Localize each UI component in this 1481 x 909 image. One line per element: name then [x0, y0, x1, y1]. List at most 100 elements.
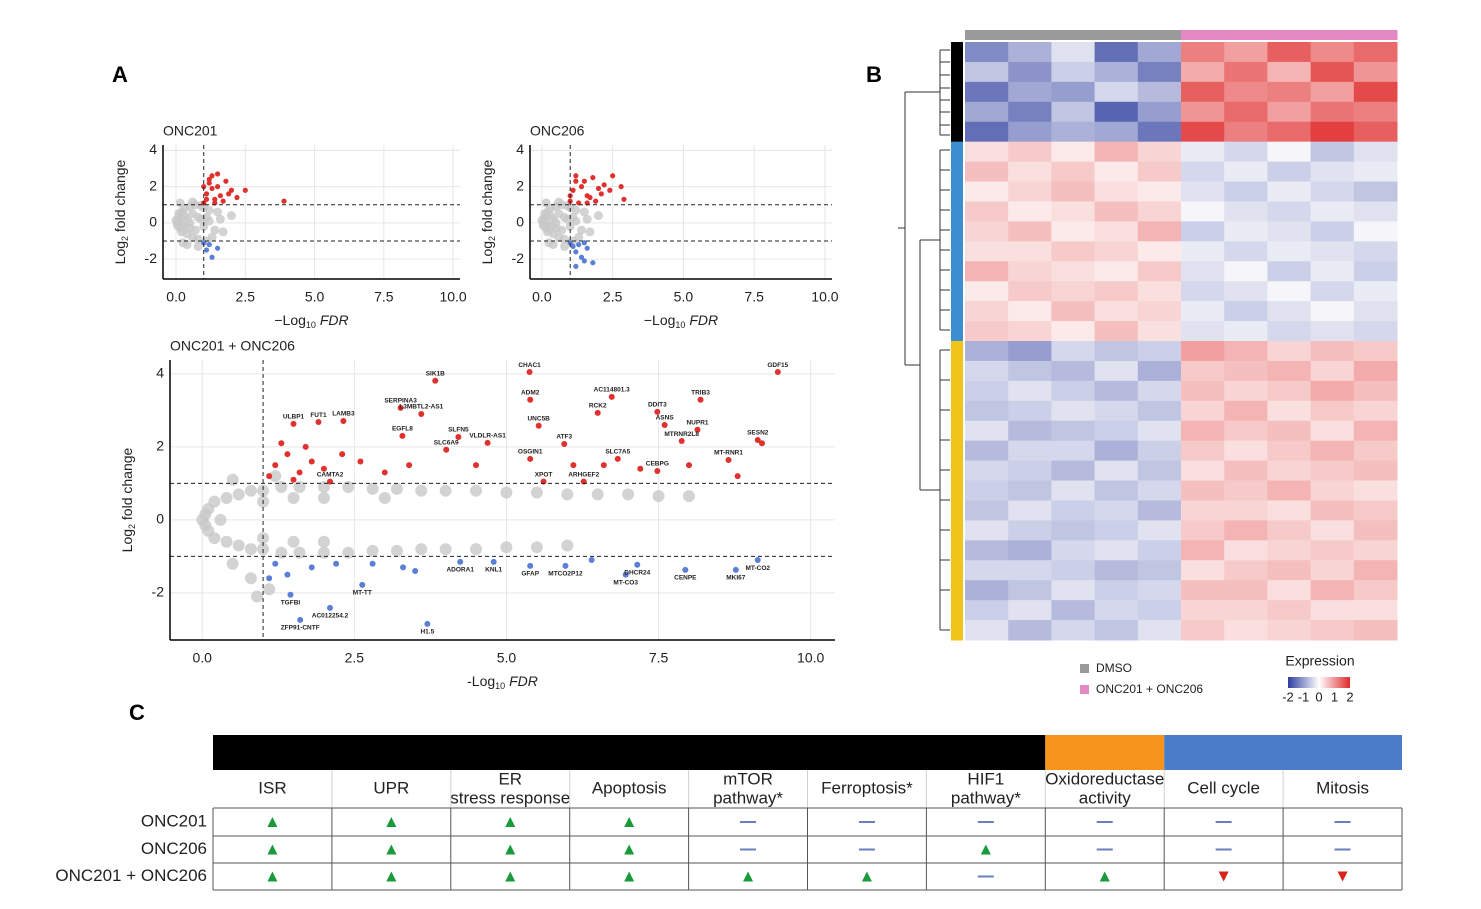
significant-point	[697, 396, 704, 403]
gene-label: MKI67	[726, 575, 746, 582]
heatmap-cell	[1310, 161, 1355, 183]
significant-point	[203, 247, 210, 253]
heatmap-cell	[1008, 520, 1052, 541]
x-tick-label: 7.5	[744, 289, 764, 305]
heatmap-cell	[1181, 380, 1225, 402]
heatmap-cell	[965, 301, 1009, 322]
gene-point	[500, 541, 513, 554]
column-group-bar	[1051, 30, 1096, 40]
significant-point	[209, 185, 215, 192]
row-cluster-bar	[951, 161, 963, 183]
heatmap-cell	[1224, 500, 1268, 521]
no-change	[858, 821, 875, 823]
gene-point	[390, 544, 403, 557]
row-cluster-bar	[951, 341, 963, 362]
heatmap-cell	[1094, 181, 1139, 202]
heatmap-cell	[1137, 42, 1182, 63]
significant-point	[226, 191, 232, 197]
significant-point	[327, 604, 334, 611]
heatmap-cell	[965, 61, 1009, 83]
heatmap-cell	[1051, 460, 1096, 482]
significant-point	[561, 440, 568, 447]
scale-title: Expression	[1285, 653, 1354, 669]
legend-swatch	[1080, 664, 1089, 673]
heatmap-cell	[1267, 221, 1312, 242]
gene-point	[257, 484, 270, 497]
heatmap-cell	[1181, 600, 1225, 621]
heatmap-cell	[1137, 121, 1182, 143]
column-group-bar	[1353, 30, 1398, 40]
heatmap-cell	[1181, 301, 1225, 322]
gene-point	[293, 546, 306, 559]
gene-point	[185, 218, 195, 228]
heatmap-cell	[1051, 500, 1096, 521]
heatmap-cell	[1094, 101, 1139, 123]
heatmap-cell	[1181, 321, 1225, 342]
gene-point	[193, 241, 203, 251]
significant-point	[594, 409, 601, 416]
heatmap-cell	[1267, 341, 1312, 362]
x-axis-label-part: 10	[675, 320, 685, 330]
heatmap-cell	[1008, 201, 1052, 222]
gene-label: UNC5B	[527, 415, 550, 422]
heatmap-cell	[1137, 301, 1182, 322]
significant-point	[527, 562, 534, 569]
gene-label: H1.5	[420, 629, 434, 636]
heatmap-cell	[1267, 540, 1312, 561]
significant-point	[535, 422, 542, 429]
heatmap-cell	[1181, 620, 1225, 641]
significant-point	[340, 417, 347, 424]
heatmap-cell	[1310, 201, 1355, 222]
significant-point	[573, 173, 579, 179]
gene-label: DDIT3	[648, 402, 667, 409]
heatmap-cell	[1137, 61, 1182, 83]
heatmap-cell	[965, 480, 1009, 501]
heatmap-cell	[1051, 201, 1096, 222]
color-scale	[1288, 677, 1350, 688]
heatmap-cell	[1137, 520, 1182, 541]
significant-point	[381, 469, 388, 476]
heatmap-cell	[1008, 101, 1052, 123]
significant-point	[315, 419, 322, 426]
plot-title: ONC206	[530, 123, 585, 139]
column-group-bar	[1137, 30, 1182, 40]
heatmap-cell	[1353, 420, 1398, 442]
y-axis-label-part: 2	[127, 524, 137, 529]
up-arrow	[505, 844, 516, 855]
row-cluster-bar	[951, 121, 963, 143]
heatmap-cell	[1008, 81, 1052, 103]
x-axis-label: −Log10 FDR	[274, 312, 348, 331]
gene-label: ULBP1	[283, 414, 305, 421]
y-tick-label: 2	[149, 177, 157, 193]
heatmap-cell	[1267, 321, 1312, 342]
significant-point	[359, 581, 366, 588]
heatmap-cell	[1181, 61, 1225, 83]
y-tick-label: 2	[516, 177, 524, 193]
heatmap-cell	[965, 141, 1009, 163]
heatmap-cell	[1353, 61, 1398, 83]
heatmap-cell	[1353, 141, 1398, 163]
heatmap-cell	[1267, 261, 1312, 282]
y-axis-label: Log2 fold change	[119, 447, 138, 552]
heatmap-cell	[1137, 161, 1182, 183]
row-cluster-bar	[951, 560, 963, 581]
heatmap-cell	[1310, 301, 1355, 322]
heatmap-cell	[1008, 281, 1052, 302]
significant-point	[290, 476, 297, 483]
significant-point	[774, 369, 781, 376]
significant-point	[654, 408, 661, 415]
significant-point	[581, 178, 587, 184]
row-cluster-bar	[951, 61, 963, 83]
significant-point	[308, 458, 315, 465]
heatmap-cell	[1310, 360, 1355, 382]
y-tick-label: 0	[156, 511, 164, 527]
heatmap-cell	[1267, 61, 1312, 83]
no-change	[1215, 848, 1232, 851]
heatmap-cell	[1224, 301, 1268, 322]
row-cluster-bar	[951, 360, 963, 382]
heatmap-cell	[1267, 141, 1312, 163]
significant-point	[490, 558, 497, 565]
heatmap-cell	[1051, 241, 1096, 262]
significant-point	[272, 462, 279, 469]
heatmap-cell	[1051, 480, 1096, 501]
